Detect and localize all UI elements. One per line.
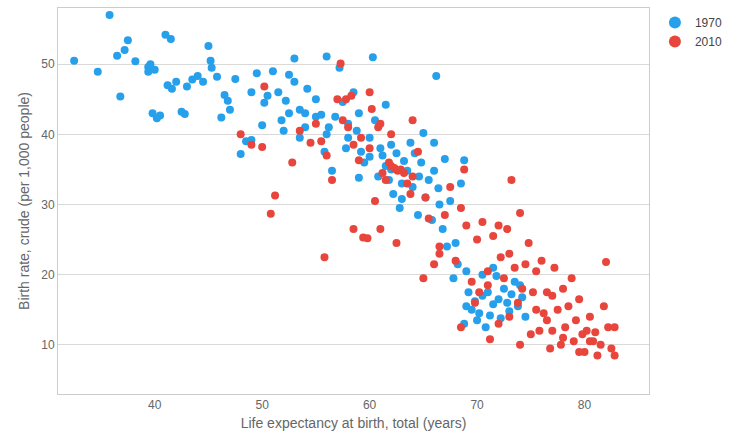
svg-text:50: 50 xyxy=(255,398,269,412)
svg-text:60: 60 xyxy=(363,398,377,412)
svg-text:70: 70 xyxy=(470,398,484,412)
svg-text:40: 40 xyxy=(41,128,55,142)
svg-text:Birth rate, crude (per 1,000 p: Birth rate, crude (per 1,000 people) xyxy=(16,92,32,310)
svg-text:20: 20 xyxy=(41,268,55,282)
svg-text:40: 40 xyxy=(148,398,162,412)
svg-text:2010: 2010 xyxy=(695,35,722,49)
svg-text:80: 80 xyxy=(578,398,592,412)
svg-text:1970: 1970 xyxy=(695,16,722,30)
svg-text:50: 50 xyxy=(41,57,55,71)
svg-text:10: 10 xyxy=(41,338,55,352)
svg-text:30: 30 xyxy=(41,198,55,212)
svg-text:Life expectancy at birth, tota: Life expectancy at birth, total (years) xyxy=(241,415,467,431)
